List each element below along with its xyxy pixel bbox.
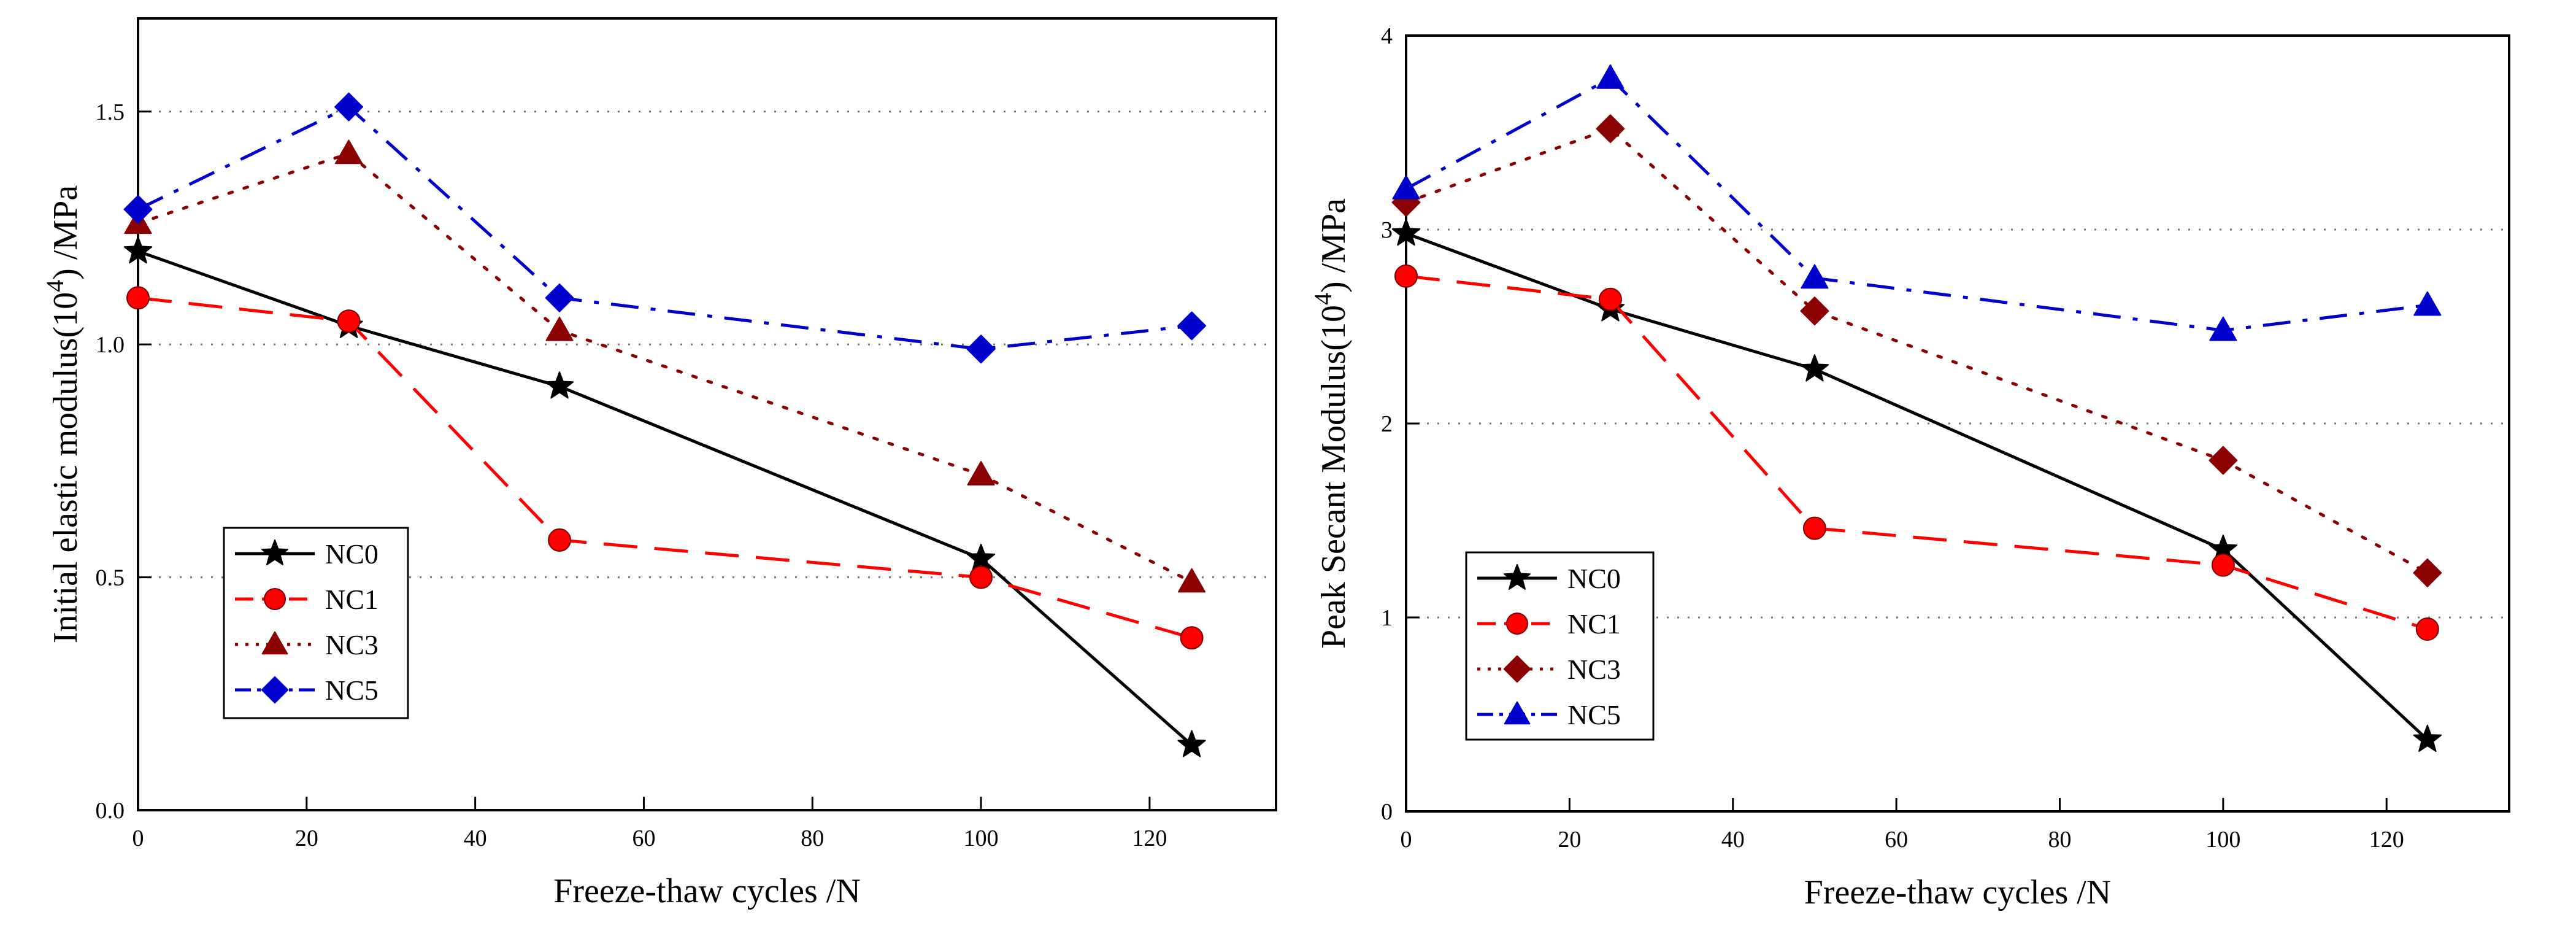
series-nc5 (1392, 64, 2442, 341)
data-point (969, 565, 993, 589)
x-tick-label: 80 (801, 826, 824, 851)
series-nc5 (123, 92, 1207, 364)
data-point (334, 139, 363, 164)
data-point (337, 309, 361, 333)
legend-label: NC1 (1567, 608, 1621, 640)
data-point (1177, 311, 1207, 341)
y-tick-label: 2 (1381, 411, 1393, 437)
legend-marker (261, 539, 288, 565)
legend-marker (261, 631, 288, 655)
data-point (2413, 291, 2442, 316)
x-tick-label: 40 (464, 826, 487, 851)
data-point (2415, 617, 2439, 641)
x-tick-label: 60 (632, 826, 655, 851)
data-point (123, 195, 153, 224)
data-point (1800, 354, 1829, 382)
data-point (1800, 296, 1829, 326)
data-point (126, 286, 150, 310)
legend-marker (1504, 701, 1531, 725)
x-tick-label: 60 (1885, 827, 1908, 853)
x-tick-label: 0 (1401, 827, 1412, 853)
data-point (334, 92, 364, 122)
series-line (136, 152, 1194, 584)
legend-marker (264, 588, 286, 610)
y-tick-label: 0.0 (96, 798, 125, 824)
y-tick-label: 1 (1381, 605, 1393, 631)
legend-marker (1504, 563, 1531, 590)
data-point (123, 236, 153, 264)
x-tick-label: 0 (133, 826, 144, 851)
data-point (1596, 114, 1625, 144)
legend-label: NC0 (1567, 563, 1621, 594)
series-line (137, 105, 1192, 351)
series-nc0 (1391, 218, 2442, 752)
data-point (2209, 316, 2237, 341)
legend-label: NC1 (325, 584, 379, 615)
legend-box (223, 527, 409, 719)
data-point (1177, 568, 1206, 593)
chart-panel-1: 0 20 40 60 80 100 120 0.0 0.5 1.0 1.5 Freeze-thaw c… (41, 17, 1277, 910)
x-tick-label: 20 (295, 826, 318, 851)
x-axis-title: Freeze-thaw cycles /N (1804, 873, 2112, 911)
x-tick-label: 120 (1132, 826, 1167, 851)
data-point (2209, 446, 2238, 475)
data-point (1177, 730, 1206, 757)
data-point (2211, 553, 2235, 577)
y-axis-title: Initial elastic modulus(104) /MPa (41, 185, 85, 643)
legend: NC0 NC1 NC3 NC5 (223, 527, 409, 719)
legend-marker (1506, 613, 1528, 635)
x-tick-label: 40 (1721, 827, 1745, 853)
data-point (545, 371, 574, 399)
y-axis-title: Peak Secant Modulus(104) /MPa (1309, 198, 1353, 649)
data-point (1391, 218, 1421, 246)
data-point (1394, 264, 1418, 288)
data-point (967, 461, 995, 485)
y-tick-label: 1.5 (96, 99, 125, 125)
series-nc1 (1394, 264, 2439, 641)
x-tick-label: 100 (2205, 827, 2240, 853)
x-tick-label: 100 (964, 826, 999, 851)
data-point (1801, 264, 1829, 289)
data-point (1598, 287, 1622, 311)
legend-marker (261, 676, 289, 704)
data-point (1180, 626, 1204, 650)
data-point (966, 543, 996, 571)
data-point (545, 283, 574, 312)
chart-panel-2: 0 20 40 60 80 100 120 0 1 2 3 4 Freeze-thaw cycles /… (1309, 23, 2510, 911)
series-nc1 (126, 286, 1204, 650)
legend-label: NC3 (325, 629, 379, 660)
data-point (2413, 558, 2442, 587)
x-tick-label: 120 (2369, 827, 2404, 853)
data-point (545, 316, 574, 341)
x-tick-label: 20 (1558, 827, 1581, 853)
y-tick-label: 0 (1381, 799, 1393, 825)
data-point (1802, 516, 1826, 540)
data-point (548, 528, 572, 552)
legend-label: NC5 (325, 675, 379, 706)
y-tick-label: 4 (1381, 23, 1393, 49)
y-tick-label: 1.0 (96, 332, 125, 358)
y-tick-label: 0.5 (96, 565, 125, 591)
x-axis-title: Freeze-thaw cycles /N (553, 872, 861, 910)
data-point (1596, 64, 1624, 89)
legend-label: NC3 (1567, 654, 1621, 685)
series-nc3 (1391, 114, 2442, 587)
x-tick-label: 80 (2048, 827, 2071, 853)
series-line (1404, 126, 2429, 574)
data-point (2413, 724, 2442, 752)
plot-frame (137, 17, 1277, 811)
data-point (1392, 175, 1420, 199)
y-tick-label: 3 (1381, 217, 1393, 243)
legend-label: NC5 (1567, 699, 1621, 730)
legend: NC0 NC1 NC3 NC5 (1465, 551, 1655, 741)
data-point (966, 335, 996, 364)
series-nc3 (124, 139, 1206, 593)
legend-label: NC0 (325, 538, 379, 570)
legend-marker (1503, 655, 1531, 683)
legend-box (1465, 551, 1655, 741)
